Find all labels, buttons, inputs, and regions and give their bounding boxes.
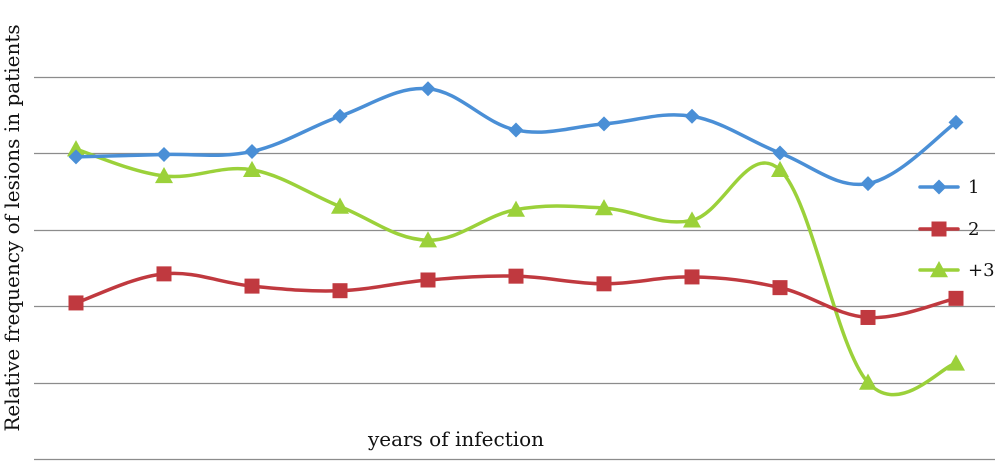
data-point-0-7 (684, 108, 700, 124)
data-point-2-4 (419, 231, 437, 248)
data-point-1-5 (508, 268, 524, 284)
data-point-0-0 (68, 149, 84, 165)
data-point-1-9 (860, 309, 876, 325)
data-point-2-1 (155, 166, 173, 184)
data-point-0-5 (508, 122, 524, 138)
legend-item-1: 2 (918, 219, 979, 240)
data-point-2-6 (595, 199, 613, 216)
data-point-2-5 (507, 200, 525, 217)
data-point-1-7 (684, 269, 700, 285)
series-1 (68, 266, 964, 325)
data-point-2-7 (683, 211, 701, 228)
data-point-1-3 (332, 283, 348, 299)
data-point-0-6 (596, 116, 612, 132)
data-point-1-4 (420, 272, 436, 288)
x-axis-label: years of infection (367, 427, 544, 451)
data-point-1-8 (772, 280, 788, 296)
legend-marker-1 (931, 221, 947, 237)
data-point-0-1 (156, 147, 172, 163)
data-point-1-1 (156, 266, 172, 282)
data-point-1-2 (244, 278, 260, 294)
data-point-2-9 (859, 373, 877, 390)
data-point-1-6 (596, 276, 612, 292)
data-point-0-9 (860, 176, 876, 192)
data-point-0-3 (332, 108, 348, 124)
data-point-0-8 (772, 145, 788, 161)
legend-label-2: +3 (968, 260, 995, 281)
y-axis-label: Relative frequency of lesions in patient… (0, 24, 24, 431)
legend-item-2: +3 (918, 260, 995, 281)
data-point-2-2 (243, 160, 261, 178)
data-point-0-2 (244, 143, 260, 159)
legend-marker-0 (931, 179, 947, 195)
legend-item-0: 1 (918, 177, 979, 198)
data-point-1-0 (68, 295, 84, 311)
series-0 (68, 81, 964, 192)
series-2 (67, 140, 965, 397)
data-point-2-8 (771, 160, 789, 178)
data-point-2-0 (67, 140, 85, 157)
legend-marker-2 (930, 261, 948, 278)
legend-label-0: 1 (968, 177, 979, 198)
legend: 1 2 +3 (918, 177, 995, 281)
series-layer (67, 81, 965, 397)
data-point-1-10 (948, 290, 964, 306)
data-point-0-4 (420, 81, 436, 97)
data-point-2-3 (331, 197, 349, 214)
legend-label-1: 2 (968, 219, 979, 240)
data-point-2-10 (947, 354, 965, 371)
series-line-2 (74, 147, 958, 397)
data-point-0-10 (948, 114, 964, 130)
